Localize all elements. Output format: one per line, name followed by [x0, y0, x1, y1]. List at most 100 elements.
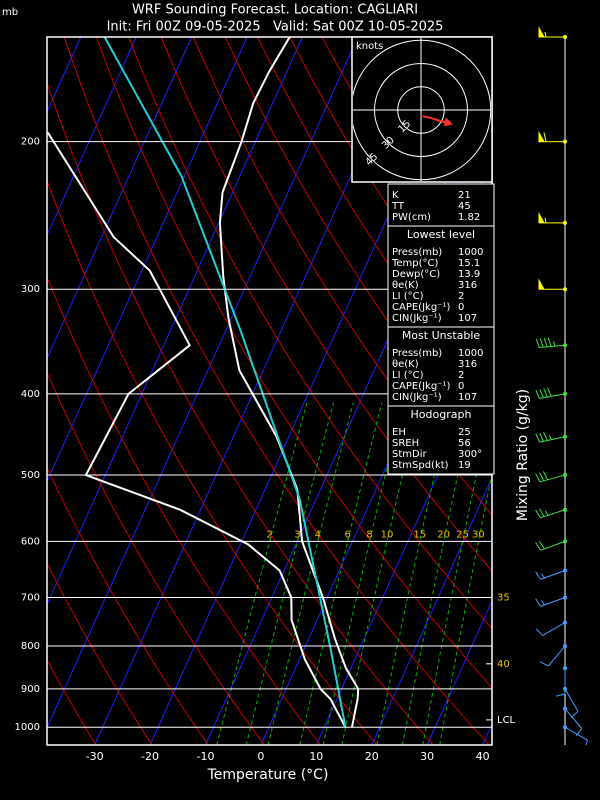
- isotherm: [47, 37, 248, 483]
- wind-barb: [535, 508, 566, 519]
- right-axis-title: Mixing Ratio (g/kg): [515, 389, 531, 521]
- wind-barb: [539, 645, 566, 667]
- wind-barb: [535, 570, 566, 580]
- right-annotation: 40: [497, 659, 510, 670]
- wind-barb: [538, 278, 566, 290]
- hodograph-ring: [397, 86, 445, 134]
- mixing-ratio-label: 10: [381, 529, 394, 540]
- panel-label: CIN(Jkg⁻¹): [392, 392, 442, 403]
- x-tick-label: 10: [309, 750, 323, 763]
- wind-barb: [538, 130, 566, 143]
- panel-label: θe(K): [392, 280, 419, 291]
- mixing-ratio-label: 25: [456, 529, 469, 540]
- dry-adiabat: [96, 37, 492, 689]
- panel-value: 316: [458, 280, 477, 291]
- panel-label: θe(K): [392, 359, 419, 370]
- y-tick-label: 500: [21, 470, 40, 481]
- mixing-ratio-label: 8: [366, 529, 372, 540]
- panel-value: 107: [458, 313, 477, 324]
- panel-label: CIN(Jkg⁻¹): [392, 313, 442, 324]
- dry-adiabat: [47, 466, 209, 745]
- mixing-ratio-label: 2: [266, 529, 272, 540]
- panel-box: [387, 183, 495, 227]
- mixing-ratio-line: [299, 402, 383, 745]
- y-tick-label: 1000: [15, 722, 40, 733]
- mixing-ratio-line: [401, 402, 475, 745]
- y-tick-label: 900: [21, 684, 40, 695]
- chart-subtitle: Init: Fri 00Z 09-05-2025 Valid: Sat 00Z …: [107, 20, 444, 35]
- wind-station: [563, 507, 567, 512]
- wind-station: [563, 686, 567, 691]
- panel-value: 1.82: [458, 212, 480, 223]
- wind-barb: [538, 211, 566, 224]
- dry-adiabat: [47, 179, 378, 745]
- panel-label: CAPE(Jkg⁻¹): [392, 302, 450, 313]
- hodograph-ring: [374, 63, 468, 157]
- x-tick-label: 30: [420, 750, 434, 763]
- isotherm: [47, 37, 193, 360]
- wind-station: [563, 35, 567, 39]
- dry-adiabat: [47, 371, 265, 745]
- mixing-ratio-label: 4: [315, 529, 321, 540]
- isotherm: [426, 599, 492, 745]
- wind-station: [563, 434, 567, 439]
- isotherm: [47, 37, 359, 729]
- panel-label: Press(mb): [392, 247, 442, 258]
- panel-label: StmSpd(kt): [392, 460, 449, 471]
- panel-value: 13.9: [458, 269, 480, 280]
- x-tick-label: -10: [197, 750, 215, 763]
- wind-station: [563, 644, 567, 649]
- hodograph-ring: [353, 39, 491, 181]
- panel-value: 316: [458, 359, 477, 370]
- panel-value: 1000: [458, 247, 483, 258]
- wind-station: [563, 539, 567, 544]
- hodograph-arrow: [443, 117, 453, 127]
- panel-label: CAPE(Jkg⁻¹): [392, 381, 450, 392]
- panel-box: [387, 405, 495, 475]
- wind-station: [563, 139, 567, 144]
- profile-line: [47, 131, 347, 728]
- mixing-ratio-label: 20: [437, 529, 450, 540]
- panel-value: 15.1: [458, 258, 480, 269]
- mixing-ratio-line: [341, 402, 420, 745]
- isotherm: [371, 476, 492, 745]
- panel-value: 0: [458, 381, 464, 392]
- x-axis-title: Temperature (°C): [207, 767, 329, 783]
- dry-adiabat: [63, 37, 490, 745]
- mixing-ratio-line: [322, 402, 404, 745]
- y-tick-label: 300: [21, 284, 40, 295]
- wind-barb: [535, 431, 566, 443]
- wind-barb: [535, 471, 566, 483]
- dry-adiabat: [128, 37, 492, 630]
- wind-station: [563, 287, 567, 292]
- right-annotation: 35: [497, 592, 510, 603]
- x-tick-label: 20: [365, 750, 379, 763]
- panel-label: Dewp(°C): [392, 269, 440, 280]
- wind-station: [563, 473, 567, 478]
- profile-line: [103, 37, 347, 728]
- panel-title: Lowest level: [407, 228, 475, 241]
- panel-label: LI (°C): [392, 370, 424, 381]
- chart-title: WRF Sounding Forecast. Location: CAGLIAR…: [132, 3, 418, 18]
- wind-barb: [535, 540, 566, 551]
- y-tick-label: 700: [21, 592, 40, 603]
- wind-station: [563, 725, 567, 730]
- wind-barb: [564, 726, 588, 746]
- y-tick-label: 400: [21, 389, 40, 400]
- panel-label: Temp(°C): [391, 258, 439, 269]
- dry-adiabat: [47, 275, 322, 745]
- hodograph-title: knots: [356, 41, 383, 52]
- wind-station: [563, 620, 567, 625]
- panel-value: 0: [458, 302, 464, 313]
- wind-station: [563, 666, 567, 671]
- panel-value: 300°: [458, 449, 482, 460]
- wind-barb: [535, 597, 566, 607]
- wind-station: [563, 343, 567, 348]
- mixing-ratio-line: [376, 402, 452, 745]
- x-tick-label: 40: [476, 750, 490, 763]
- x-tick-label: -20: [141, 750, 159, 763]
- x-tick-label: 0: [257, 750, 264, 763]
- mixing-ratio-line: [267, 402, 354, 745]
